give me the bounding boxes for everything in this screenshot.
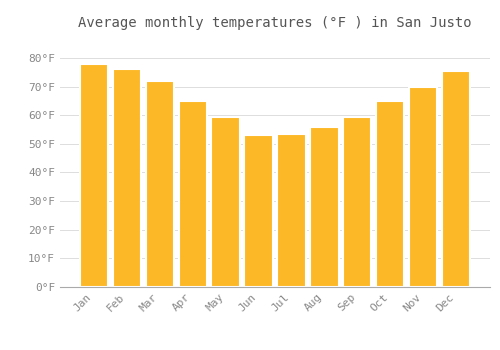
Bar [310, 127, 338, 287]
Bar [212, 117, 240, 287]
Title: Average monthly temperatures (°F ) in San Justo: Average monthly temperatures (°F ) in Sa… [78, 16, 472, 30]
Bar [278, 134, 305, 287]
Bar [376, 101, 404, 287]
Bar [442, 71, 470, 287]
Bar [146, 81, 174, 287]
Bar [410, 86, 438, 287]
Bar [112, 69, 140, 287]
Bar [244, 135, 272, 287]
Bar [178, 101, 206, 287]
Bar [344, 117, 371, 287]
Bar [80, 64, 108, 287]
